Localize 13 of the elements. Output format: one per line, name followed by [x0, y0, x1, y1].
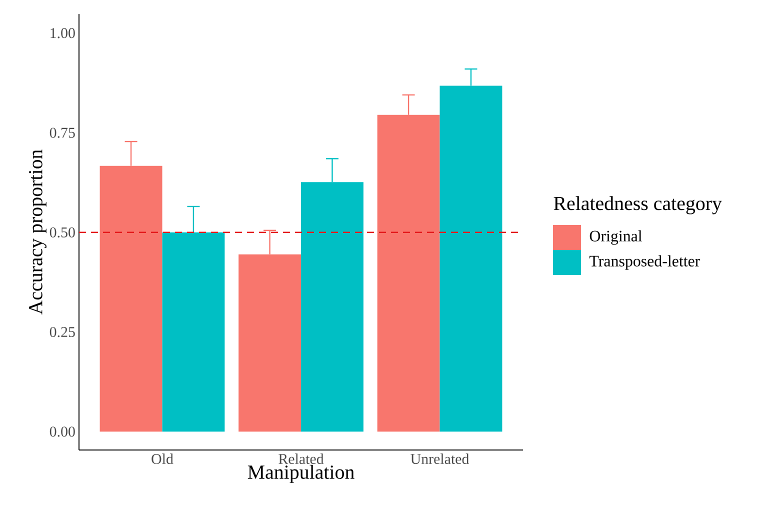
y-tick-label: 0.00 — [50, 426, 75, 437]
legend-label: Transposed-letter — [589, 255, 700, 270]
x-tick-label: Related — [278, 454, 324, 464]
y-tick-label: 0.25 — [50, 326, 75, 338]
x-tick-label: Old — [152, 454, 174, 464]
legend-title: Relatedness category — [554, 196, 722, 214]
legend-label: Original — [590, 230, 642, 245]
y-tick-label: 0.50 — [50, 227, 75, 238]
x-axis-title: Manipulation — [248, 464, 354, 483]
y-tick-label: 1.00 — [50, 28, 75, 38]
y-tick-label: 0.75 — [50, 128, 75, 138]
x-tick-label: Unrelated — [410, 454, 470, 464]
y-axis-title: Accuracy proportion — [29, 150, 46, 315]
